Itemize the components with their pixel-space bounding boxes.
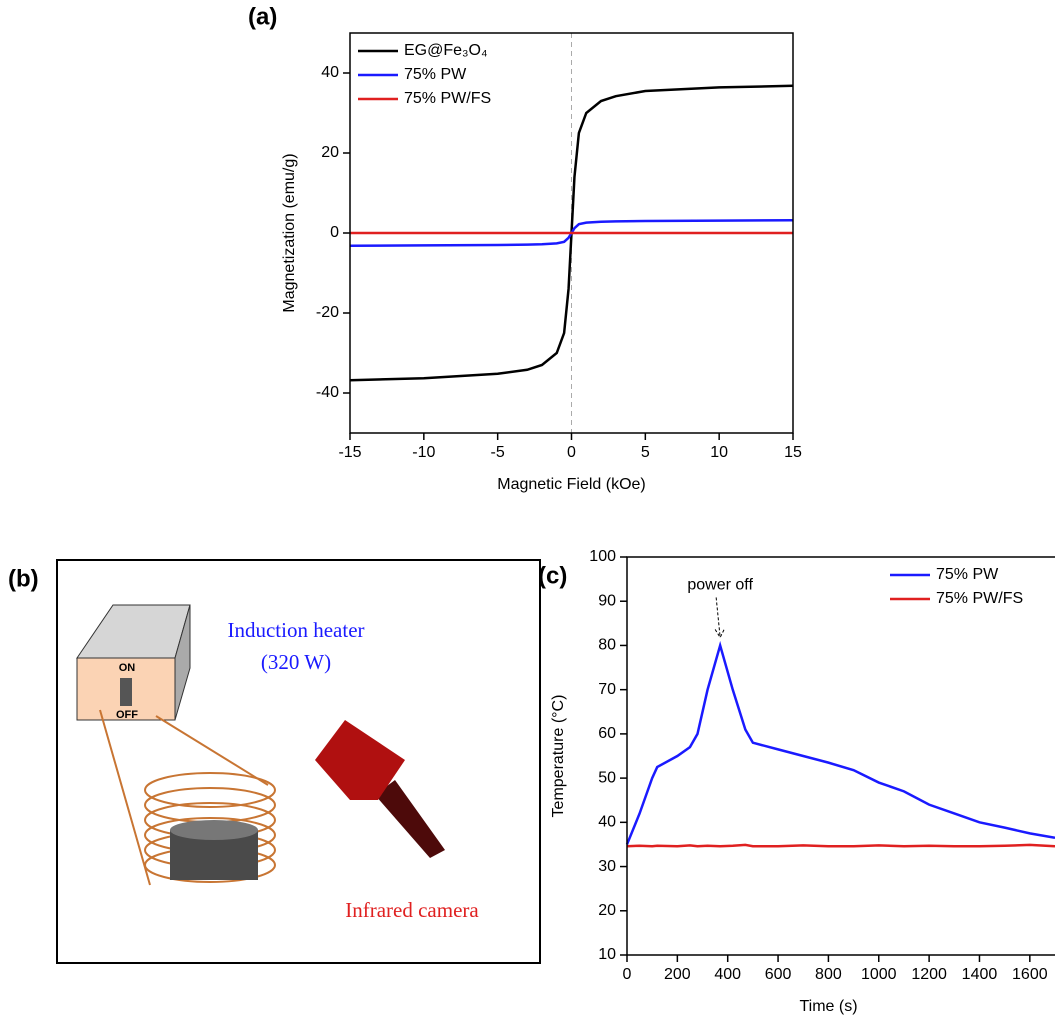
panel-label: (a) [248, 3, 277, 30]
y-tick-label: 30 [598, 858, 616, 875]
y-tick-label: 50 [598, 769, 616, 786]
x-tick-label: 1200 [911, 966, 947, 983]
y-tick-label: -40 [316, 384, 339, 401]
annotation: power off [687, 577, 753, 594]
x-axis-label: Time (s) [799, 998, 857, 1015]
camera-body [315, 720, 405, 800]
on-label: ON [119, 662, 136, 674]
y-tick-label: 20 [321, 144, 339, 161]
x-tick-label: 15 [784, 444, 802, 461]
series-line [626, 843, 1055, 848]
y-axis-label: Magnetization (emu/g) [281, 153, 298, 312]
power-label: (320 W) [261, 650, 331, 674]
panel-label: (c) [538, 562, 567, 589]
y-tick-label: 40 [598, 814, 616, 831]
y-tick-label: 80 [598, 637, 616, 654]
x-tick-label: 800 [815, 966, 842, 983]
y-tick-label: -20 [316, 304, 339, 321]
x-tick-label: -5 [491, 444, 505, 461]
x-axis-label: Magnetic Field (kOe) [497, 476, 646, 493]
y-axis-label: Temperature (°C) [550, 695, 567, 818]
heater-label: Induction heater [227, 618, 364, 642]
x-tick-label: 600 [765, 966, 792, 983]
x-tick-label: 200 [664, 966, 691, 983]
x-tick-label: 1400 [962, 966, 998, 983]
y-tick-label: 10 [598, 946, 616, 963]
y-tick-label: 0 [330, 224, 339, 241]
y-tick-label: 70 [598, 681, 616, 698]
x-tick-label: 0 [567, 444, 576, 461]
x-tick-label: 5 [641, 444, 650, 461]
axes-frame [626, 556, 1055, 956]
y-tick-label: 60 [598, 725, 616, 742]
panel-label: (b) [8, 565, 39, 592]
legend-label: 75% PW [404, 66, 467, 83]
x-tick-label: 10 [710, 444, 728, 461]
legend-label: 75% PW/FS [936, 590, 1023, 607]
switch [120, 678, 132, 706]
annotation-arrow [714, 597, 725, 639]
x-tick-label: -15 [338, 444, 361, 461]
x-tick-label: 1000 [861, 966, 897, 983]
legend-label: 75% PW [936, 566, 999, 583]
legend-label: EG@Fe₃O₄ [404, 42, 488, 59]
y-tick-label: 40 [321, 64, 339, 81]
x-tick-label: 1600 [1012, 966, 1048, 983]
series-line [625, 640, 1055, 845]
legend-label: 75% PW/FS [404, 90, 491, 107]
off-label: OFF [116, 709, 138, 721]
y-tick-label: 100 [589, 548, 616, 565]
y-tick-label: 90 [598, 592, 616, 609]
x-tick-label: 0 [623, 966, 632, 983]
sample-top [170, 820, 258, 840]
camera-handle [375, 780, 445, 858]
y-tick-label: 20 [598, 902, 616, 919]
x-tick-label: -10 [412, 444, 435, 461]
x-tick-label: 400 [714, 966, 741, 983]
heater-front [76, 657, 176, 721]
camera-label: Infrared camera [345, 898, 479, 922]
